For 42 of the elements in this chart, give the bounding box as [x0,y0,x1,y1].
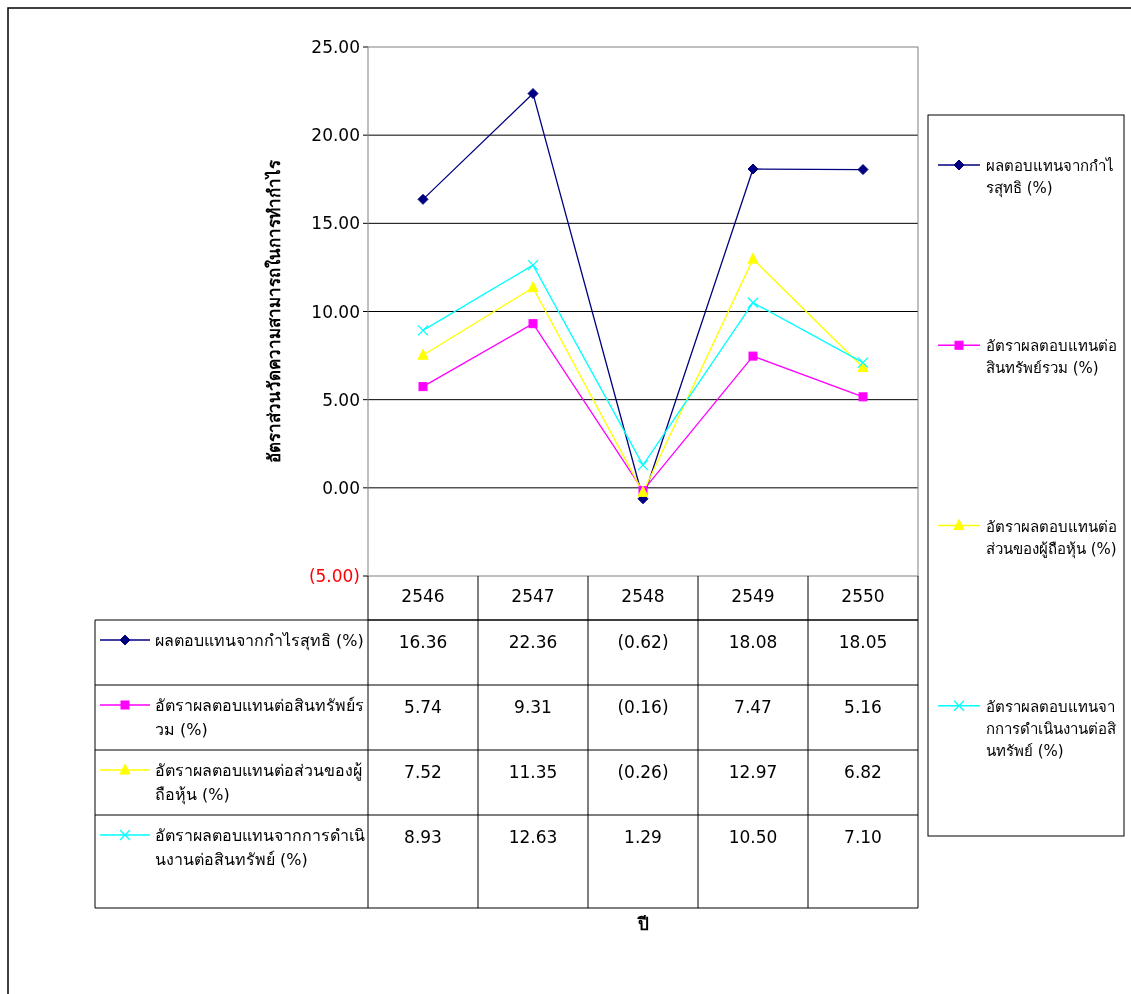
legend-label: ผลตอบแทนจากกำไรสุทธิ (%) [986,157,1114,198]
legend-label: อัตราผลตอบแทนจากการดำเนินงานต่อสินทรัพย์ (%) [986,697,1116,760]
data-label: 7.47 [734,697,772,717]
data-label: 18.05 [838,632,888,652]
x-tick-label: 2546 [401,586,445,606]
y-tick-label: 10.00 [311,301,360,322]
data-label: 10.50 [728,827,778,847]
text: ปี [636,914,649,934]
data-label: 7.10 [844,827,882,847]
x-tick-label: 2547 [511,586,555,606]
text: อัตราผลตอบแทนต่อสินทรัพย์รวม (%) [155,696,364,739]
x-tick-label: 2550 [841,586,885,606]
data-label: (0.62) [617,632,669,652]
legend-label: อัตราผลตอบแทนต่อสินทรัพย์รวม (%) [986,337,1117,378]
data-label: 5.16 [844,697,882,717]
x-tick-label: 2548 [621,586,665,606]
data-label: 12.63 [508,827,558,847]
y-tick-label: 5.00 [322,389,360,410]
data-label: (0.26) [617,762,669,782]
data-label: 12.97 [728,762,778,782]
y-tick-label: (5.00) [308,566,360,586]
data-label: 1.29 [624,827,662,847]
data-label: (0.16) [617,697,669,717]
y-tick-label: 25.00 [311,37,360,57]
legend-label: อัตราผลตอบแทนต่อส่วนของผู้ถือหุ้น (%) [986,517,1117,559]
data-label: 16.36 [398,632,448,652]
x-tick-label: 2549 [731,586,775,606]
data-label: 6.82 [844,762,882,782]
data-label: 9.31 [514,697,552,717]
data-label: 7.52 [404,762,442,782]
text: ผลตอบแทนจากกำไรสุทธิ (%) [155,631,364,650]
data-label: 11.35 [508,762,558,782]
data-label: 8.93 [404,827,442,847]
y-axis-title: อัตราส่วนวัดความสามารถในการทำกำไร [264,159,284,463]
data-label: 18.08 [728,632,778,652]
y-tick-label: 0.00 [322,477,360,498]
data-label: 22.36 [508,632,558,652]
text: อัตราผลตอบแทนต่อส่วนของผู้ถือหุ้น (%) [155,761,362,804]
y-tick-label: 20.00 [311,125,360,146]
y-tick-label: 15.00 [311,213,360,234]
data-label: 5.74 [404,697,442,717]
text: อัตราผลตอบแทนจากการดำเนินงานต่อสินทรัพย์ (%) [155,826,365,869]
